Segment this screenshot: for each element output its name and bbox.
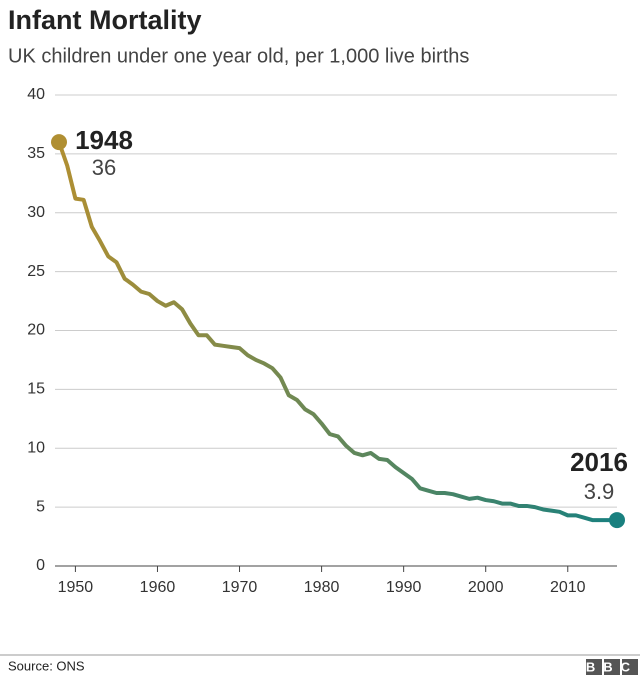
y-tick-label: 30 xyxy=(27,204,45,221)
logo-box xyxy=(604,659,620,675)
annotation-label: 1948 xyxy=(75,125,133,155)
logo: BBC xyxy=(586,659,638,674)
source: Source: ONS xyxy=(8,658,85,673)
line xyxy=(57,141,617,523)
y-tick-label: 0 xyxy=(36,557,45,574)
chart-title: Infant Mortality xyxy=(8,5,202,35)
y-tick-label: 10 xyxy=(27,439,45,456)
y-tick-label: 35 xyxy=(27,145,45,162)
x-tick-label: 1970 xyxy=(222,579,258,596)
end-point xyxy=(51,134,67,151)
x-tick-label: 1980 xyxy=(304,579,340,596)
x-tick-label: 2000 xyxy=(468,579,504,596)
x-tick-label: 2010 xyxy=(550,579,586,596)
chart-subtitle: UK children under one year old, per 1,00… xyxy=(8,45,469,67)
y-tick-label: 40 xyxy=(27,86,45,103)
y-tick-label: 25 xyxy=(27,263,45,280)
x-tick-label: 1950 xyxy=(58,579,94,596)
x-tick-label: 1960 xyxy=(140,579,176,596)
y-tick-label: 15 xyxy=(27,381,45,398)
logo-box xyxy=(622,659,638,675)
annotation-value: 36 xyxy=(92,155,116,180)
y-tick-label: 20 xyxy=(27,322,45,339)
x-tick-label: 1990 xyxy=(386,579,422,596)
annotation-label: 2016 xyxy=(570,447,628,477)
y-tick-label: 5 xyxy=(36,498,45,515)
end-point xyxy=(609,512,625,529)
annotation-value: 3.9 xyxy=(584,479,615,504)
logo-box xyxy=(586,659,602,675)
